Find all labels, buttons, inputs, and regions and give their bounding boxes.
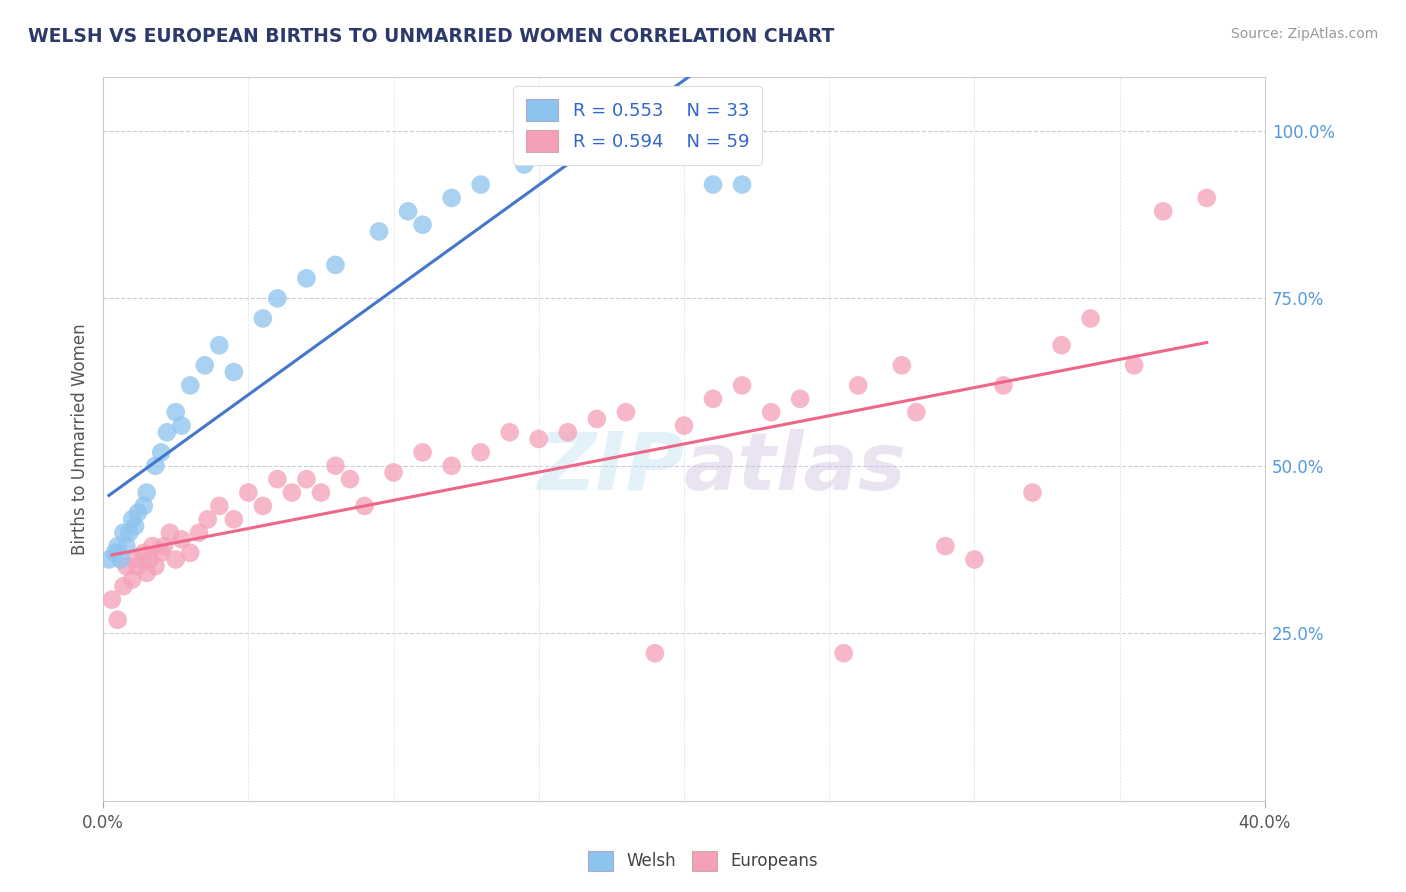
- Point: [127, 559, 149, 574]
- Point: [115, 559, 138, 574]
- Point: [412, 445, 434, 459]
- Point: [153, 539, 176, 553]
- Legend: R = 0.553    N = 33, R = 0.594    N = 59: R = 0.553 N = 33, R = 0.594 N = 59: [513, 87, 762, 165]
- Text: atlas: atlas: [683, 429, 907, 507]
- Point: [145, 559, 167, 574]
- Point: [194, 359, 217, 373]
- Point: [179, 378, 201, 392]
- Point: [104, 546, 127, 560]
- Point: [890, 359, 912, 373]
- Point: [132, 546, 155, 560]
- Point: [412, 218, 434, 232]
- Point: [396, 204, 419, 219]
- Point: [614, 405, 637, 419]
- Point: [470, 445, 492, 459]
- Point: [499, 425, 522, 440]
- Point: [295, 271, 318, 285]
- Point: [309, 485, 332, 500]
- Point: [132, 499, 155, 513]
- Text: WELSH VS EUROPEAN BIRTHS TO UNMARRIED WOMEN CORRELATION CHART: WELSH VS EUROPEAN BIRTHS TO UNMARRIED WO…: [28, 27, 835, 45]
- Point: [513, 157, 536, 171]
- Point: [101, 592, 124, 607]
- Point: [934, 539, 956, 553]
- Point: [238, 485, 260, 500]
- Point: [266, 292, 288, 306]
- Point: [121, 573, 143, 587]
- Text: Source: ZipAtlas.com: Source: ZipAtlas.com: [1230, 27, 1378, 41]
- Point: [118, 525, 141, 540]
- Point: [963, 552, 986, 566]
- Point: [110, 552, 132, 566]
- Point: [112, 525, 135, 540]
- Point: [124, 519, 146, 533]
- Point: [325, 258, 347, 272]
- Point: [295, 472, 318, 486]
- Point: [281, 485, 304, 500]
- Point: [731, 178, 754, 192]
- Point: [156, 425, 179, 440]
- Point: [138, 552, 160, 566]
- Point: [107, 613, 129, 627]
- Point: [759, 405, 782, 419]
- Point: [107, 539, 129, 553]
- Point: [97, 552, 120, 566]
- Point: [731, 378, 754, 392]
- Point: [179, 546, 201, 560]
- Point: [1080, 311, 1102, 326]
- Point: [1021, 485, 1043, 500]
- Point: [1195, 191, 1218, 205]
- Point: [339, 472, 361, 486]
- Point: [159, 525, 181, 540]
- Point: [585, 412, 607, 426]
- Point: [121, 512, 143, 526]
- Point: [672, 418, 695, 433]
- Point: [165, 405, 187, 419]
- Point: [557, 425, 579, 440]
- Point: [266, 472, 288, 486]
- Point: [115, 539, 138, 553]
- Point: [170, 533, 193, 547]
- Point: [208, 338, 231, 352]
- Point: [150, 546, 173, 560]
- Point: [789, 392, 811, 406]
- Point: [165, 552, 187, 566]
- Point: [124, 552, 146, 566]
- Point: [135, 485, 157, 500]
- Point: [905, 405, 928, 419]
- Point: [197, 512, 219, 526]
- Point: [135, 566, 157, 580]
- Point: [170, 418, 193, 433]
- Point: [252, 499, 274, 513]
- Point: [993, 378, 1015, 392]
- Point: [702, 178, 724, 192]
- Text: ZIP: ZIP: [537, 429, 683, 507]
- Point: [1050, 338, 1073, 352]
- Point: [832, 646, 855, 660]
- Point: [141, 539, 163, 553]
- Point: [470, 178, 492, 192]
- Point: [846, 378, 869, 392]
- Point: [440, 458, 463, 473]
- Point: [440, 191, 463, 205]
- Legend: Welsh, Europeans: Welsh, Europeans: [579, 842, 827, 880]
- Point: [382, 466, 405, 480]
- Point: [252, 311, 274, 326]
- Point: [527, 432, 550, 446]
- Point: [222, 512, 245, 526]
- Point: [353, 499, 375, 513]
- Point: [112, 579, 135, 593]
- Point: [1152, 204, 1174, 219]
- Point: [325, 458, 347, 473]
- Point: [644, 646, 666, 660]
- Point: [188, 525, 211, 540]
- Point: [702, 392, 724, 406]
- Point: [368, 224, 391, 238]
- Point: [127, 506, 149, 520]
- Point: [208, 499, 231, 513]
- Point: [1123, 359, 1146, 373]
- Y-axis label: Births to Unmarried Women: Births to Unmarried Women: [72, 323, 89, 555]
- Point: [222, 365, 245, 379]
- Point: [150, 445, 173, 459]
- Point: [145, 458, 167, 473]
